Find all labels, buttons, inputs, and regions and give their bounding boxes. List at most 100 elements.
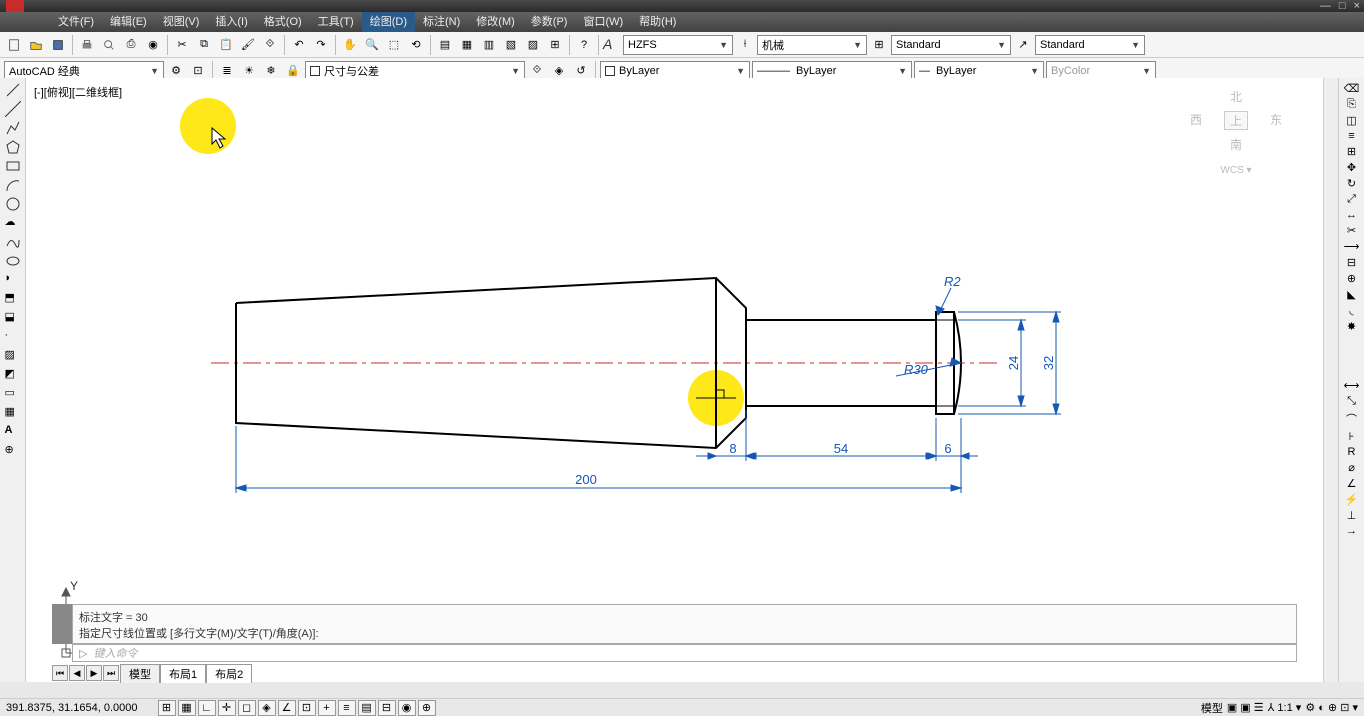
adddim-icon[interactable]: ⊕ — [5, 443, 21, 459]
grid-icon[interactable]: ▦ — [178, 700, 196, 716]
redo-icon[interactable]: ↷ — [311, 35, 331, 55]
erase-icon[interactable]: ⌫ — [1344, 82, 1360, 95]
dim-arc-icon[interactable]: ⌒ — [1346, 411, 1357, 427]
tab-layout1[interactable]: 布局1 — [160, 664, 206, 683]
hatch-icon[interactable]: ▨ — [5, 348, 21, 364]
spline-icon[interactable] — [5, 234, 21, 250]
menu-format[interactable]: 格式(O) — [256, 12, 310, 32]
sheet-set-icon[interactable]: ▧ — [501, 35, 521, 55]
stretch-icon[interactable]: ↔ — [1346, 209, 1357, 221]
dyn-icon[interactable]: + — [318, 700, 336, 716]
menu-file[interactable]: 文件(F) — [50, 12, 102, 32]
polar-icon[interactable]: ✛ — [218, 700, 236, 716]
table-style-dropdown[interactable]: Standard▼ — [891, 35, 1011, 55]
circle-icon[interactable] — [5, 196, 21, 212]
line-icon[interactable] — [5, 82, 21, 98]
dim-style-dropdown[interactable]: 机械▼ — [757, 35, 867, 55]
menu-insert[interactable]: 插入(I) — [207, 12, 255, 32]
xline-icon[interactable] — [5, 101, 21, 117]
minimize-button[interactable]: — — [1320, 0, 1331, 12]
maximize-button[interactable]: □ — [1339, 0, 1346, 12]
arc-icon[interactable] — [5, 177, 21, 193]
tab-last-icon[interactable]: ⏭ — [103, 665, 119, 681]
move-icon[interactable]: ✥ — [1347, 161, 1356, 174]
threedosnap-icon[interactable]: ◈ — [258, 700, 276, 716]
dim-aligned-icon[interactable]: ⤡ — [1347, 395, 1356, 408]
snap-icon[interactable]: ⊞ — [158, 700, 176, 716]
offset-icon[interactable]: ≡ — [1348, 130, 1354, 142]
menu-view[interactable]: 视图(V) — [155, 12, 208, 32]
tab-model[interactable]: 模型 — [120, 664, 160, 683]
mirror-icon[interactable]: ◫ — [1346, 114, 1356, 127]
mleader-style-dropdown[interactable]: Standard▼ — [1035, 35, 1145, 55]
scale-icon[interactable]: ⤢ — [1347, 193, 1356, 206]
osnap-icon[interactable]: ◻ — [238, 700, 256, 716]
tab-next-icon[interactable]: ▶ — [86, 665, 102, 681]
threed-icon[interactable]: ◉ — [143, 35, 163, 55]
tablestyle-icon[interactable]: ⊞ — [869, 35, 889, 55]
dimstyle-icon[interactable]: ⟊ — [735, 35, 755, 55]
status-scale[interactable]: ⅄ 1:1 ▾ — [1268, 701, 1302, 714]
preview-icon[interactable] — [99, 35, 119, 55]
menu-draw[interactable]: 绘图(D) — [362, 12, 415, 32]
open-icon[interactable] — [26, 35, 46, 55]
menu-edit[interactable]: 编辑(E) — [102, 12, 155, 32]
text-style-icon[interactable]: A — [603, 36, 621, 54]
mleaderstyle-icon[interactable]: ↗ — [1013, 35, 1033, 55]
help-icon[interactable]: ? — [574, 35, 594, 55]
print-icon[interactable] — [77, 35, 97, 55]
close-button[interactable]: × — [1354, 0, 1360, 12]
tab-first-icon[interactable]: ⏮ — [52, 665, 68, 681]
paste-icon[interactable]: 📋 — [216, 35, 236, 55]
gradient-icon[interactable]: ◩ — [5, 367, 21, 383]
dim-radius-icon[interactable]: R — [1348, 446, 1356, 458]
pan-icon[interactable]: ✋ — [340, 35, 360, 55]
tab-layout2[interactable]: 布局2 — [206, 664, 252, 683]
match-icon[interactable]: 🖌 — [238, 35, 258, 55]
fillet-icon[interactable]: ◟ — [1349, 304, 1353, 317]
properties-icon[interactable]: ▤ — [435, 35, 455, 55]
explode-icon[interactable]: ✸ — [1347, 320, 1356, 333]
dim-linear-icon[interactable]: ⟷ — [1344, 379, 1360, 392]
ellipse-arc-icon[interactable]: ◗ — [5, 272, 21, 288]
publish-icon[interactable]: ⎙ — [121, 35, 141, 55]
break-icon[interactable]: ⊟ — [1347, 256, 1356, 269]
copy-icon[interactable]: ⧉ — [194, 35, 214, 55]
command-handle[interactable] — [52, 604, 72, 644]
dim-ordinate-icon[interactable]: ⊦ — [1349, 430, 1355, 443]
otrack-icon[interactable]: ∠ — [278, 700, 296, 716]
dim-quick-icon[interactable]: ⚡ — [1345, 493, 1359, 506]
scrollbar-vertical[interactable] — [1323, 78, 1338, 682]
calc-icon[interactable]: ⊞ — [545, 35, 565, 55]
extend-icon[interactable]: ⟶ — [1344, 240, 1360, 253]
ortho-icon[interactable]: ∟ — [198, 700, 216, 716]
mtext-icon[interactable]: A — [5, 424, 21, 440]
copy-obj-icon[interactable]: ⎘ — [1347, 98, 1356, 111]
drawing-canvas[interactable]: [-][俯视][二维线框] 北 西 上 东 南 WCS ▾ — [26, 78, 1338, 682]
brush-icon[interactable]: ⟐ — [260, 35, 280, 55]
array-icon[interactable]: ⊞ — [1347, 145, 1356, 158]
dim-diameter-icon[interactable]: ⌀ — [1348, 461, 1355, 474]
tpy-icon[interactable]: ▤ — [358, 700, 376, 716]
zoom-icon[interactable]: 🔍 — [362, 35, 382, 55]
dim-angular-icon[interactable]: ∠ — [1347, 477, 1357, 490]
lwt-icon[interactable]: ≡ — [338, 700, 356, 716]
status-model[interactable]: 模型 — [1201, 700, 1223, 716]
new-icon[interactable] — [4, 35, 24, 55]
dim-baseline-icon[interactable]: ⊥ — [1347, 509, 1357, 522]
ducs-icon[interactable]: ⊡ — [298, 700, 316, 716]
join-icon[interactable]: ⊕ — [1347, 272, 1356, 285]
polyline-icon[interactable] — [5, 120, 21, 136]
command-input[interactable]: ▷ 键入命令 — [72, 644, 1297, 662]
zoom-prev-icon[interactable]: ⟲ — [406, 35, 426, 55]
undo-icon[interactable]: ↶ — [289, 35, 309, 55]
zoom-window-icon[interactable]: ⬚ — [384, 35, 404, 55]
polygon-icon[interactable] — [5, 139, 21, 155]
text-style-dropdown[interactable]: HZFS▼ — [623, 35, 733, 55]
tool-palette-icon[interactable]: ▥ — [479, 35, 499, 55]
revcloud-icon[interactable]: ☁ — [5, 215, 21, 231]
menu-dimension[interactable]: 标注(N) — [415, 12, 468, 32]
markup-icon[interactable]: ▨ — [523, 35, 543, 55]
rectangle-icon[interactable] — [5, 158, 21, 174]
rotate-icon[interactable]: ↻ — [1347, 177, 1356, 190]
